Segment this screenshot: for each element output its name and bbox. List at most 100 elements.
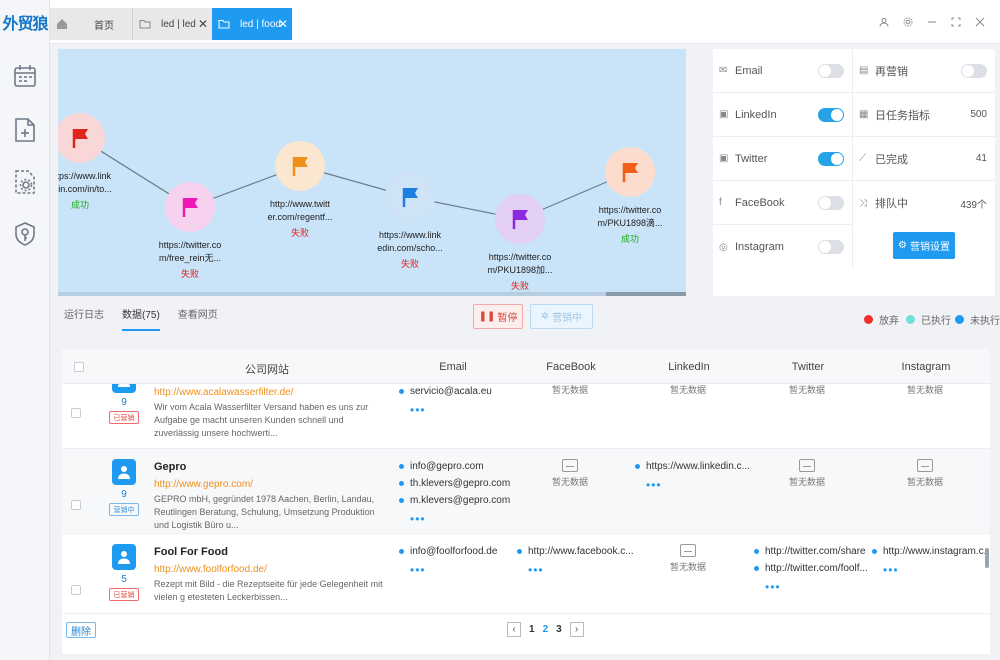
table-scrollbar[interactable] [985, 548, 989, 568]
file-settings-icon[interactable] [11, 168, 39, 196]
nodata-label: 暂无数据 [669, 385, 706, 395]
legend-label: 放弃 [879, 316, 899, 327]
flow-node-status: 失败 [290, 228, 309, 238]
pause-button[interactable]: ❚❚ 暂停 [473, 304, 523, 329]
emails-link[interactable]: servicio@acala.eu [399, 386, 492, 397]
flow-node-label-line: edin.com/scho... [377, 243, 443, 253]
flow-node[interactable] [58, 113, 105, 163]
company-url[interactable]: http://www.foolforfood.de/ [154, 564, 267, 575]
more-icon[interactable]: ••• [765, 580, 781, 594]
calendar-small-icon: ▦ [859, 109, 869, 120]
remarketing-icon: ▤ [859, 65, 869, 76]
row-checkbox[interactable] [71, 585, 81, 595]
folder-icon [218, 20, 230, 29]
shield-key-icon[interactable] [11, 220, 39, 248]
flow-node[interactable] [605, 147, 655, 197]
page-3[interactable]: 3 [556, 624, 562, 635]
facebook-link[interactable]: http://www.facebook.c... [517, 546, 634, 557]
pagination: ‹ 1 2 3 › [507, 622, 584, 637]
delete-button[interactable]: 删除 [66, 622, 96, 638]
channel-linkedin: ▣ LinkedIn [713, 93, 853, 137]
instagram-icon: ◎ [719, 241, 728, 253]
tab-run-log[interactable]: 运行日志 [64, 310, 104, 321]
channel-label: Email [735, 64, 763, 77]
remarketing-toggle[interactable] [961, 63, 987, 78]
tab-home[interactable]: 首页 [50, 8, 132, 40]
flow-scrollbar[interactable] [58, 292, 686, 296]
calendar-icon[interactable] [11, 62, 39, 90]
flow-node-label-line: er.com/regentf... [267, 212, 333, 222]
facebook-toggle[interactable] [818, 195, 844, 210]
flow-scroll-thumb[interactable] [606, 292, 686, 296]
email-toggle[interactable] [818, 63, 844, 78]
instagram-link[interactable]: http://www.instagram.c... [872, 546, 990, 557]
linkedin-toggle[interactable] [818, 107, 844, 122]
flag-icon [72, 129, 88, 148]
instagram-nodata: 暂无数据 [900, 459, 950, 488]
channel-label: Twitter [735, 152, 768, 165]
page-2[interactable]: 2 [542, 624, 549, 635]
status-badge: 营销中 [109, 503, 139, 516]
company-name[interactable]: Fool For Food [154, 546, 228, 558]
running-button[interactable]: ✲ 营销中 [530, 304, 593, 329]
more-icon[interactable]: ••• [410, 512, 426, 526]
maximize-icon[interactable] [950, 16, 962, 28]
contact-count: 5 [121, 574, 127, 585]
emails-link[interactable]: th.klevers@gepro.com [399, 478, 510, 489]
user-icon[interactable] [878, 16, 890, 28]
marketing-settings-button[interactable]: ⚙ 营销设置 [893, 232, 955, 259]
page-1[interactable]: 1 [529, 624, 535, 635]
col-linkedin: LinkedIn [668, 361, 710, 373]
flow-node-label: https://twitter.co m/free_rein无... [149, 239, 231, 265]
flow-node[interactable] [165, 182, 215, 232]
empty-box-icon [562, 459, 578, 472]
company-url[interactable]: http://www.acalawasserfilter.de/ [154, 387, 294, 398]
linkedin-nodata: 暂无数据 [663, 544, 713, 573]
twitter-link[interactable]: http://twitter.com/foolf... [754, 563, 868, 574]
select-all-checkbox[interactable] [74, 362, 84, 372]
add-file-icon[interactable] [11, 116, 39, 144]
company-url[interactable]: http://www.gepro.com/ [154, 479, 253, 490]
more-icon[interactable]: ••• [410, 403, 426, 417]
more-icon[interactable]: ••• [410, 563, 426, 577]
queue-row: ⤨ 排队中 439个 [853, 181, 995, 225]
more-icon[interactable]: ••• [528, 563, 544, 577]
prev-page-button[interactable]: ‹ [507, 622, 521, 637]
tab-led-led[interactable]: led | led ✕ [132, 8, 212, 40]
row-checkbox[interactable] [71, 408, 81, 418]
marketing-flow-canvas[interactable]: https://www.link edin.com/in/to... 成功 https… [58, 49, 686, 296]
flag-icon [402, 188, 418, 207]
tab-data[interactable]: 数据(75) [122, 305, 160, 331]
emails-link[interactable]: info@foolforfood.de [399, 546, 497, 557]
next-page-button[interactable]: › [569, 622, 584, 637]
row-checkbox[interactable] [71, 500, 81, 510]
instagram-toggle[interactable] [818, 240, 844, 254]
tab-led-food[interactable]: led | food ✕ [212, 8, 292, 40]
close-window-icon[interactable] [974, 16, 986, 28]
flow-node[interactable] [385, 172, 435, 222]
minimize-icon[interactable] [926, 16, 938, 28]
company-description: Wir vom Acala Wasserfilter Versand haben… [154, 402, 369, 438]
flow-node-label: http://www.twitt er.com/regentf... [259, 198, 341, 224]
contact-count: 9 [121, 397, 127, 408]
more-icon[interactable]: ••• [883, 563, 899, 577]
close-icon[interactable]: ✕ [197, 17, 208, 31]
flag-icon [622, 163, 638, 182]
flow-node[interactable] [495, 194, 545, 244]
linkedin-link[interactable]: https://www.linkedin.c... [635, 461, 750, 472]
close-icon[interactable]: ✕ [277, 17, 288, 31]
emails-link[interactable]: m.klevers@gepro.com [399, 495, 510, 506]
company-name[interactable]: Gepro [154, 461, 187, 473]
channel-label: Instagram [735, 241, 784, 253]
twitter-link[interactable]: http://twitter.com/share [754, 546, 866, 557]
flow-node[interactable] [275, 141, 325, 191]
tab-view-web[interactable]: 查看网页 [177, 310, 218, 321]
facebook-nodata: 暂无数据 [545, 459, 595, 488]
gear-icon[interactable] [902, 16, 914, 28]
flag-icon [512, 210, 528, 229]
remarketing-label: 再营销 [875, 65, 908, 78]
more-icon[interactable]: ••• [646, 478, 662, 492]
emails-link[interactable]: info@gepro.com [399, 461, 484, 472]
twitter-toggle[interactable] [818, 151, 844, 166]
mail-icon: ✉ [719, 65, 728, 76]
